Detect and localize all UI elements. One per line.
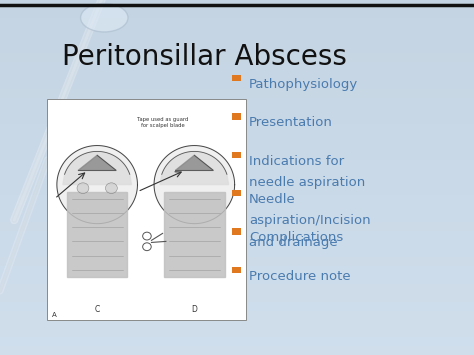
Bar — [0, 328, 474, 337]
Bar — [0, 0, 474, 9]
Bar — [0, 106, 474, 115]
Bar — [232, 190, 241, 196]
Bar — [0, 302, 474, 311]
Text: Procedure note: Procedure note — [249, 270, 350, 283]
Text: Complications: Complications — [249, 231, 343, 245]
Text: A: A — [52, 312, 57, 318]
Text: needle aspiration: needle aspiration — [249, 176, 365, 189]
Text: D: D — [191, 305, 197, 314]
Bar — [0, 320, 474, 328]
Bar — [0, 151, 474, 160]
Bar — [0, 9, 474, 18]
Polygon shape — [175, 155, 213, 170]
Polygon shape — [63, 152, 131, 185]
Bar — [232, 113, 241, 120]
Bar — [232, 228, 241, 235]
Bar — [47, 99, 246, 320]
Bar — [0, 142, 474, 151]
Text: aspiration/Incision: aspiration/Incision — [249, 214, 371, 228]
Polygon shape — [78, 155, 116, 170]
Bar — [0, 284, 474, 293]
Bar — [0, 337, 474, 346]
Bar — [232, 267, 241, 273]
Bar — [0, 169, 474, 178]
Bar — [0, 257, 474, 266]
Polygon shape — [67, 192, 128, 277]
Bar — [0, 186, 474, 195]
Bar — [0, 18, 474, 27]
Bar — [0, 266, 474, 275]
Bar — [0, 195, 474, 204]
Text: Needle: Needle — [249, 193, 296, 206]
Ellipse shape — [105, 183, 117, 193]
Ellipse shape — [77, 183, 89, 193]
Polygon shape — [154, 146, 235, 224]
Bar — [0, 124, 474, 133]
Bar — [0, 248, 474, 257]
Bar — [0, 62, 474, 71]
Bar — [0, 44, 474, 53]
Bar — [0, 27, 474, 36]
Bar — [0, 89, 474, 98]
Bar — [0, 36, 474, 44]
Bar — [0, 275, 474, 284]
Text: Indications for: Indications for — [249, 155, 344, 168]
Text: and drainage: and drainage — [249, 236, 337, 249]
Bar — [0, 311, 474, 320]
Bar — [0, 178, 474, 186]
Bar — [0, 231, 474, 240]
Bar — [0, 204, 474, 213]
Bar — [0, 71, 474, 80]
Bar — [0, 80, 474, 89]
Bar — [0, 115, 474, 124]
Bar — [0, 346, 474, 355]
Text: C: C — [94, 305, 100, 314]
Bar — [0, 293, 474, 302]
Text: Tape used as guard
for scalpel blade: Tape used as guard for scalpel blade — [137, 117, 189, 128]
Polygon shape — [164, 192, 225, 277]
Bar — [0, 53, 474, 62]
Bar — [0, 240, 474, 248]
Text: Peritonsillar Abscess: Peritonsillar Abscess — [62, 43, 346, 71]
Bar — [0, 160, 474, 169]
Bar — [0, 98, 474, 106]
Polygon shape — [57, 146, 137, 224]
Text: Pathophysiology: Pathophysiology — [249, 78, 358, 91]
Bar — [232, 152, 241, 158]
Text: Presentation: Presentation — [249, 116, 333, 130]
Polygon shape — [160, 152, 228, 185]
Bar — [0, 213, 474, 222]
Bar — [232, 75, 241, 81]
Bar — [0, 222, 474, 231]
Bar — [0, 133, 474, 142]
Ellipse shape — [81, 4, 128, 32]
